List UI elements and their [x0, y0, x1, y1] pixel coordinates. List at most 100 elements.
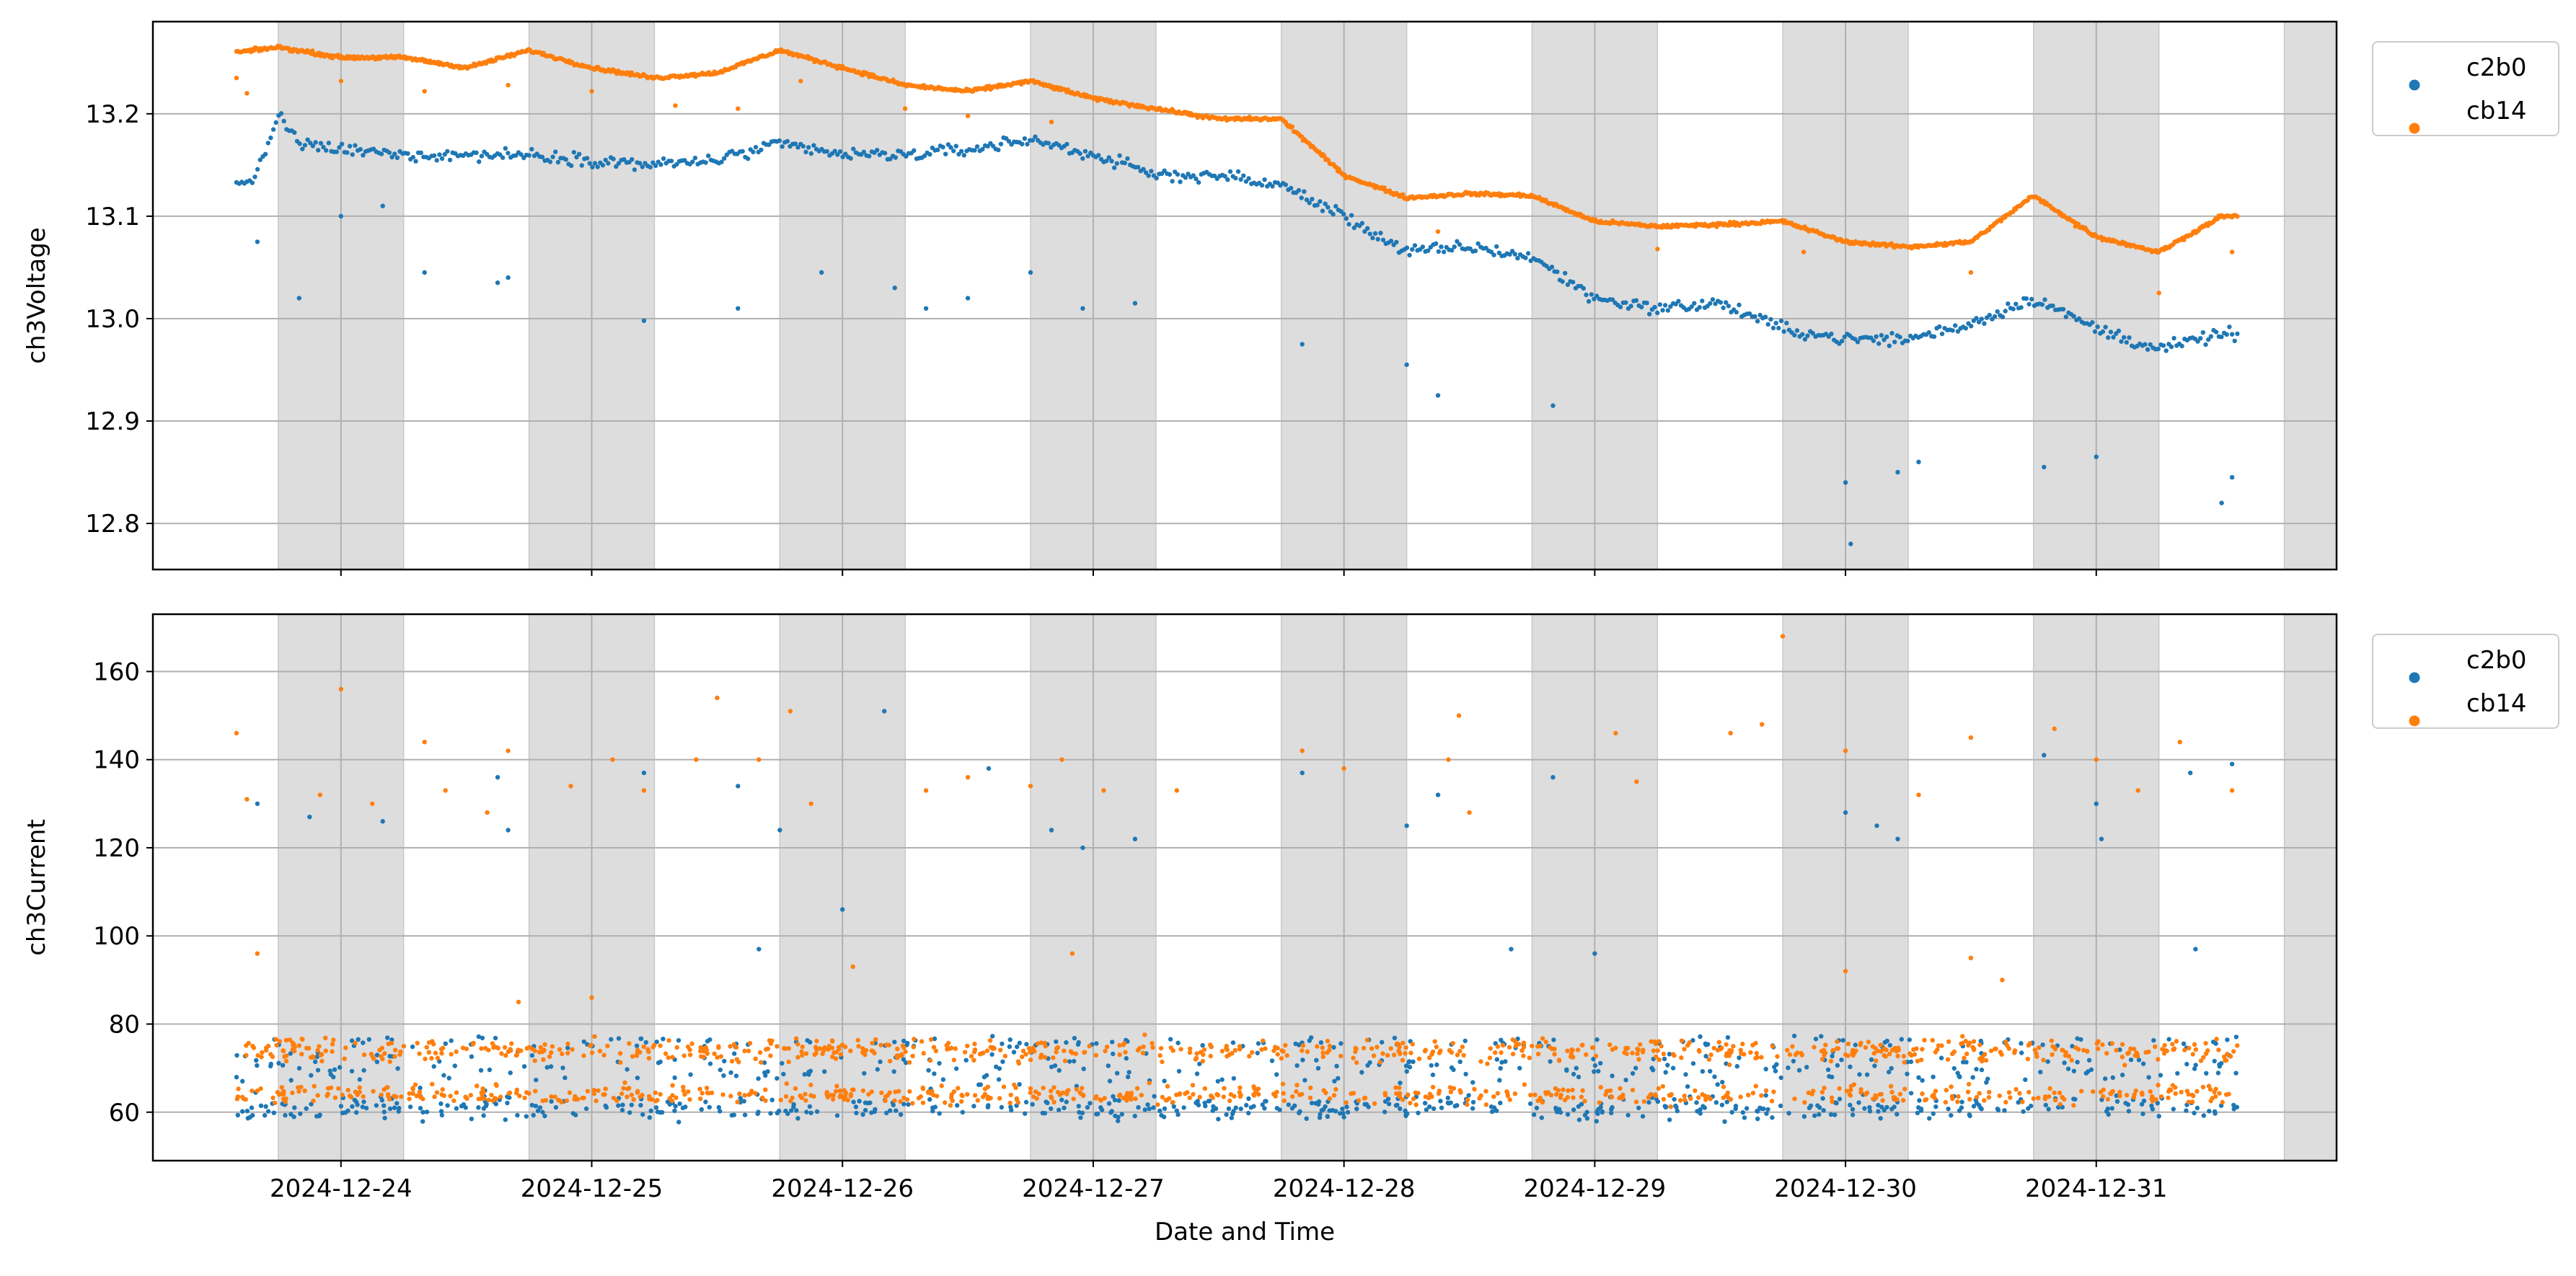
data-point [1116, 1118, 1121, 1124]
data-point [2184, 1061, 2189, 1067]
data-point [1757, 1105, 1763, 1111]
data-point [506, 1049, 511, 1055]
data-point [589, 995, 594, 1001]
data-point [2179, 1089, 2184, 1095]
data-point [1161, 1115, 1167, 1120]
data-point [1055, 1045, 1061, 1050]
data-point [1565, 282, 1571, 288]
data-point [1410, 1042, 1416, 1047]
data-point [923, 306, 929, 311]
data-point [736, 784, 741, 789]
data-point [1393, 1085, 1398, 1090]
data-point [349, 1068, 355, 1074]
data-point [1294, 1089, 1299, 1094]
data-point [1327, 1096, 1333, 1102]
data-point [540, 1098, 545, 1104]
data-point [2132, 1092, 2137, 1097]
data-point [676, 1038, 682, 1043]
data-point [1955, 329, 1961, 334]
data-point [1445, 1100, 1451, 1106]
data-point [1558, 1109, 1563, 1115]
data-point [550, 154, 555, 159]
data-point [888, 1108, 893, 1113]
plot-frame [151, 613, 2338, 1162]
data-point [1187, 1095, 1192, 1101]
data-point [1633, 1065, 1638, 1071]
data-point [370, 801, 375, 807]
data-point [742, 1048, 747, 1054]
data-point [321, 144, 326, 150]
data-point [447, 157, 453, 163]
data-point [469, 1054, 475, 1059]
data-point [1200, 1058, 1206, 1064]
data-point [354, 1110, 359, 1115]
data-point [706, 153, 711, 159]
data-point [1630, 1050, 1635, 1055]
data-point [1410, 247, 1415, 252]
x-tick-label: 2024-12-31 [2025, 1174, 2168, 1203]
data-point [1995, 1107, 2001, 1112]
data-point [273, 1037, 278, 1042]
data-point [565, 1045, 570, 1050]
data-point [1119, 1112, 1124, 1117]
data-point [330, 1042, 335, 1047]
data-point [1931, 1111, 1936, 1117]
data-point [1069, 951, 1075, 956]
data-point [803, 149, 808, 154]
data-point [541, 1057, 546, 1063]
data-point [1309, 1100, 1315, 1106]
data-point [2145, 347, 2151, 352]
data-point [1190, 1083, 1196, 1088]
data-point [2206, 1084, 2212, 1089]
data-point [742, 1112, 748, 1117]
data-point [1982, 1098, 1987, 1103]
data-point [1755, 1109, 1760, 1114]
data-point [2042, 464, 2047, 470]
data-point [1064, 1040, 1069, 1045]
data-point [976, 1082, 982, 1087]
data-point [313, 140, 318, 145]
data-point [1964, 1060, 1969, 1065]
data-point [300, 146, 305, 151]
data-point [1364, 226, 1370, 231]
data-point [687, 1097, 692, 1102]
data-point [1020, 1048, 1026, 1054]
data-point [1637, 1042, 1643, 1047]
data-point [1208, 1053, 1213, 1059]
data-point [464, 1046, 469, 1052]
data-point [1194, 1071, 1200, 1076]
data-point [1028, 1048, 1033, 1054]
data-point [1404, 245, 1410, 250]
data-point [1978, 1038, 1983, 1044]
data-point [292, 1105, 297, 1110]
data-point [851, 1099, 856, 1104]
data-point [2083, 1071, 2088, 1076]
data-point [563, 1075, 568, 1081]
data-point [581, 1039, 586, 1045]
data-point [361, 1040, 366, 1045]
data-point [1907, 1037, 1912, 1042]
data-point [596, 1088, 601, 1094]
data-point [2229, 332, 2235, 337]
data-point [1696, 1095, 1701, 1100]
data-point [2232, 338, 2237, 344]
data-point [310, 143, 316, 149]
data-point [1959, 1105, 1964, 1110]
data-point [1657, 1039, 1662, 1044]
data-point [994, 1064, 999, 1070]
data-point [2198, 336, 2203, 341]
data-point [980, 1094, 986, 1099]
data-point [363, 1105, 369, 1111]
data-point [1628, 304, 1633, 309]
data-point [1472, 1086, 1477, 1092]
data-point [1548, 1059, 1553, 1064]
data-point [1151, 1105, 1156, 1110]
data-point [1111, 1094, 1116, 1099]
data-point [2081, 1047, 2086, 1053]
data-point [611, 1095, 617, 1101]
data-point [793, 141, 798, 146]
x-axis-label: Date and Time [1155, 1218, 1335, 1246]
data-point [1661, 1051, 1666, 1057]
data-point [423, 1056, 428, 1062]
